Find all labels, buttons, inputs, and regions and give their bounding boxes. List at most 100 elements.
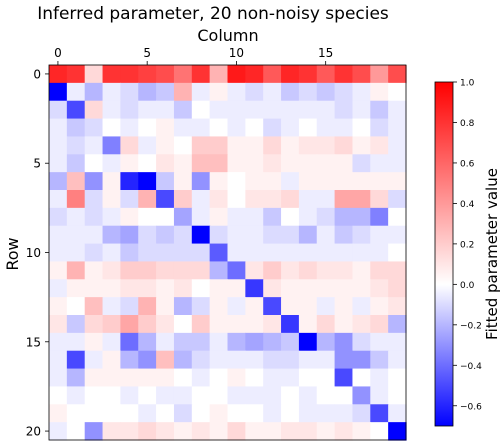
heatmap-cell (85, 261, 103, 279)
heatmap-cell (210, 190, 228, 208)
heatmap-cell (352, 333, 370, 351)
heatmap-cell (228, 404, 246, 422)
heatmap-cell (210, 279, 228, 297)
heatmap-cell (138, 119, 156, 137)
heatmap-cell (299, 422, 317, 440)
heatmap-cell (49, 297, 67, 315)
heatmap-cell (370, 172, 388, 190)
heatmap-cell (335, 369, 353, 387)
heatmap-cell (317, 315, 335, 333)
heatmap-cell (49, 369, 67, 387)
heatmap-cell (174, 333, 192, 351)
heatmap-cell (192, 101, 210, 119)
heatmap-cell (317, 369, 335, 387)
heatmap-cell (228, 65, 246, 83)
heatmap-cell (299, 83, 317, 101)
heatmap-cell (263, 65, 281, 83)
heatmap-cell (299, 244, 317, 262)
heatmap-cell (49, 315, 67, 333)
heatmap-cell (210, 208, 228, 226)
x-axis-ticks: 0 5 10 15 (54, 46, 333, 65)
heatmap-cell (174, 315, 192, 333)
heatmap-cell (228, 154, 246, 172)
heatmap-cell (317, 65, 335, 83)
heatmap-cell (335, 244, 353, 262)
heatmap-cell (67, 208, 85, 226)
heatmap-cell (317, 422, 335, 440)
heatmap-cell (281, 65, 299, 83)
heatmap-cell (281, 386, 299, 404)
y-tick-label: 0 (33, 67, 41, 81)
heatmap-cell (49, 351, 67, 369)
colorbar-ticks: 1.0 0.8 0.6 0.4 0.2 0.0 −0.2 −0.4 −0.6 (453, 79, 482, 413)
heatmap-cell (103, 244, 121, 262)
heatmap-cell (174, 154, 192, 172)
heatmap-cell (245, 297, 263, 315)
heatmap-cell (174, 119, 192, 137)
y-axis-label: Row (3, 237, 22, 270)
heatmap-cell (120, 119, 138, 137)
heatmap-cell (174, 136, 192, 154)
heatmap-cell (174, 279, 192, 297)
heatmap-cell (245, 83, 263, 101)
heatmap-cell (335, 83, 353, 101)
heatmap-cell (281, 101, 299, 119)
heatmap-cell (299, 65, 317, 83)
heatmap-cell (317, 333, 335, 351)
heatmap-cell (352, 83, 370, 101)
heatmap-cell (263, 190, 281, 208)
heatmap-cell (299, 101, 317, 119)
heatmap-cell (335, 154, 353, 172)
heatmap-cell (245, 422, 263, 440)
heatmap-cell (67, 244, 85, 262)
heatmap-cell (174, 83, 192, 101)
heatmap-cell (49, 154, 67, 172)
heatmap-cell (352, 208, 370, 226)
heatmap-cell (120, 65, 138, 83)
heatmap-cell (67, 261, 85, 279)
heatmap-cell (85, 351, 103, 369)
heatmap-cell (388, 386, 406, 404)
heatmap-cell (352, 65, 370, 83)
heatmap-cell (120, 351, 138, 369)
heatmap-cell (156, 369, 174, 387)
y-tick-label: 20 (26, 425, 41, 439)
heatmap-cell (281, 315, 299, 333)
heatmap-cell (85, 404, 103, 422)
heatmap-cell (103, 172, 121, 190)
heatmap-cell (174, 208, 192, 226)
heatmap-cell (299, 261, 317, 279)
heatmap-cell (245, 119, 263, 137)
heatmap-cell (370, 315, 388, 333)
heatmap-cell (156, 208, 174, 226)
colorbar-tick-label: 1.0 (460, 79, 475, 89)
heatmap-cell (103, 422, 121, 440)
heatmap-cell (228, 386, 246, 404)
heatmap-cell (263, 208, 281, 226)
heatmap-cell (263, 244, 281, 262)
heatmap-cell (370, 83, 388, 101)
heatmap-cell (210, 172, 228, 190)
heatmap-cell (156, 226, 174, 244)
heatmap-cell (281, 404, 299, 422)
heatmap-cell (120, 422, 138, 440)
heatmap-cell (138, 154, 156, 172)
heatmap-cell (299, 136, 317, 154)
heatmap-cell (263, 404, 281, 422)
heatmap-cell (120, 190, 138, 208)
heatmap-cell (120, 154, 138, 172)
heatmap-cell (228, 351, 246, 369)
heatmap-cell (263, 154, 281, 172)
heatmap-cell (388, 333, 406, 351)
heatmap-cell (317, 351, 335, 369)
heatmap-cell (281, 369, 299, 387)
heatmap-cell (138, 136, 156, 154)
heatmap-cell (352, 279, 370, 297)
heatmap-cell (174, 101, 192, 119)
heatmap-cell (335, 261, 353, 279)
heatmap-cell (299, 119, 317, 137)
heatmap-cell (192, 297, 210, 315)
heatmap-cell (210, 386, 228, 404)
colorbar-tick-label: 0.2 (460, 240, 474, 250)
